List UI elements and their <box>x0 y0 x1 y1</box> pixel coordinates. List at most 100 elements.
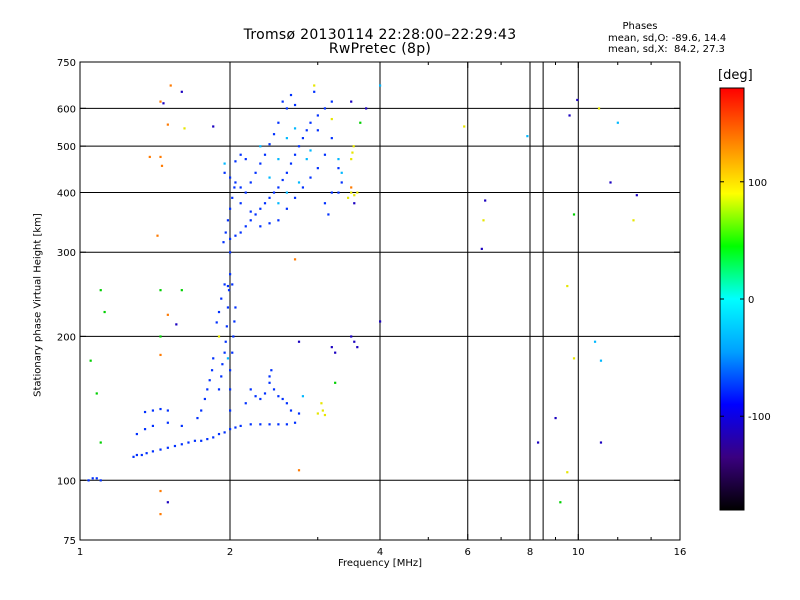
chart-title: Tromsø 20130114 22:28:00–22:29:43 <box>243 27 517 43</box>
data-point <box>233 186 236 189</box>
data-point <box>249 388 252 391</box>
data-point <box>212 357 215 360</box>
data-point <box>268 375 271 378</box>
data-point <box>482 219 485 222</box>
data-point <box>593 340 597 343</box>
y-tick-label: 200 <box>57 332 76 343</box>
data-point <box>222 241 225 244</box>
data-point <box>305 129 308 132</box>
data-point <box>229 428 232 431</box>
data-point <box>309 121 312 124</box>
data-point <box>259 225 262 228</box>
data-point <box>89 359 92 362</box>
data-point <box>350 186 353 189</box>
data-point <box>223 351 226 354</box>
data-point <box>356 346 359 349</box>
data-point <box>289 93 293 97</box>
data-point <box>337 158 340 161</box>
data-point <box>635 194 638 197</box>
data-point <box>217 388 221 391</box>
data-point <box>484 199 487 202</box>
data-point <box>229 207 232 210</box>
data-point <box>259 423 262 426</box>
data-point <box>263 153 267 156</box>
data-point <box>166 313 169 316</box>
data-point <box>212 436 215 439</box>
data-point <box>297 469 301 472</box>
data-point <box>316 412 319 415</box>
data-point <box>160 164 164 167</box>
data-point <box>208 379 211 382</box>
data-point <box>249 423 252 426</box>
data-point <box>173 444 177 448</box>
data-point <box>254 395 257 398</box>
data-point <box>203 397 206 401</box>
data-point <box>293 258 297 261</box>
data-point <box>323 153 327 156</box>
data-point <box>217 310 221 314</box>
data-point <box>309 176 312 179</box>
data-point <box>293 421 297 424</box>
data-point <box>316 129 319 132</box>
data-point <box>313 84 316 87</box>
data-point <box>193 439 197 442</box>
data-point <box>268 222 271 225</box>
data-point <box>132 455 135 458</box>
data-point <box>183 127 186 130</box>
data-point <box>151 450 155 453</box>
data-point <box>285 402 288 405</box>
data-point <box>180 90 183 93</box>
data-point <box>180 289 183 292</box>
data-point <box>352 145 355 148</box>
colorbar-tick-label: 0 <box>748 295 754 306</box>
x-tick-label: 1 <box>77 547 83 558</box>
data-point <box>166 123 169 126</box>
data-point <box>226 219 230 222</box>
data-point <box>277 158 280 161</box>
data-point <box>320 402 323 405</box>
data-point <box>226 284 230 288</box>
data-point <box>239 153 242 156</box>
data-point <box>159 353 162 357</box>
data-point <box>297 145 301 148</box>
legend-stats-x: mean, sd,X: 84.2, 27.3 <box>608 44 725 55</box>
data-point <box>350 100 353 103</box>
data-point <box>351 151 354 154</box>
data-point <box>301 395 305 398</box>
data-point <box>254 213 257 216</box>
data-point <box>316 114 319 117</box>
data-point <box>270 369 273 372</box>
data-point <box>316 167 319 170</box>
data-point <box>103 310 106 314</box>
data-point <box>327 213 330 216</box>
data-point <box>210 369 214 372</box>
data-point <box>350 191 353 194</box>
data-point <box>200 409 203 412</box>
data-point <box>244 225 247 228</box>
data-point <box>224 340 227 343</box>
data-point <box>227 289 231 292</box>
data-point <box>340 171 343 174</box>
data-point <box>268 196 271 199</box>
data-point <box>206 437 209 441</box>
y-tick-label: 500 <box>57 142 76 153</box>
data-point <box>330 100 333 103</box>
data-point <box>572 213 576 216</box>
data-point <box>285 191 288 194</box>
data-point <box>95 477 98 480</box>
data-point <box>330 191 333 194</box>
data-point <box>293 196 297 199</box>
data-point <box>166 501 169 504</box>
data-point <box>330 346 333 349</box>
data-point <box>140 453 143 457</box>
data-point <box>159 407 162 411</box>
data-point <box>285 207 288 210</box>
data-point <box>223 171 226 174</box>
data-point <box>249 210 252 213</box>
data-point <box>223 162 226 165</box>
data-point <box>254 171 257 174</box>
data-point <box>281 100 284 103</box>
data-point <box>566 471 569 474</box>
data-point <box>272 133 276 136</box>
y-tick-label: 75 <box>63 536 76 547</box>
